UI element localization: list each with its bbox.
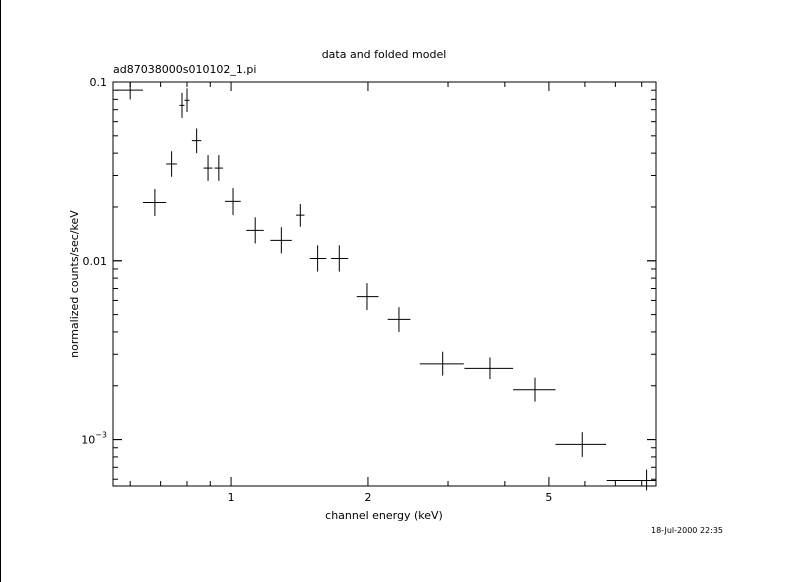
data-point <box>309 245 327 272</box>
data-point <box>419 351 464 376</box>
data-point <box>142 189 167 217</box>
data-point <box>116 82 143 100</box>
data-point <box>387 307 411 332</box>
data-point <box>555 432 607 457</box>
y-tick-label: 0.1 <box>90 76 108 89</box>
tick-labels: 1 2 5 0.1 0.01 10−3 <box>81 76 552 504</box>
data-point <box>270 227 292 254</box>
data-point <box>184 88 190 112</box>
data-point <box>296 203 305 227</box>
y-tick-label: 10−3 <box>81 431 107 447</box>
data-point <box>179 92 185 118</box>
x-tick-label: 5 <box>545 491 552 504</box>
timestamp: 18-Jul-2000 22:35 <box>651 526 723 535</box>
data-point <box>246 217 264 244</box>
y-axis-label: normalized counts/sec/keV <box>68 210 81 358</box>
data-point <box>225 188 241 216</box>
x-tick-label: 2 <box>364 491 371 504</box>
data-point <box>606 469 656 491</box>
plot-frame <box>112 81 657 487</box>
data-point <box>464 357 514 380</box>
data-point <box>191 128 202 154</box>
x-axis-label: channel energy (keV) <box>325 509 443 522</box>
chart-subtitle: ad87038000s010102_1.pi <box>113 63 256 76</box>
data-point <box>356 283 379 311</box>
data-point <box>166 151 177 177</box>
y-tick-label: 0.01 <box>83 255 108 268</box>
data-points <box>116 82 656 491</box>
chart-title: data and folded model <box>322 48 447 61</box>
axis-ticks <box>113 81 656 486</box>
data-point <box>331 245 349 272</box>
data-point <box>214 155 224 181</box>
data-point <box>203 155 213 181</box>
x-tick-label: 1 <box>228 491 235 504</box>
data-point <box>513 377 556 402</box>
